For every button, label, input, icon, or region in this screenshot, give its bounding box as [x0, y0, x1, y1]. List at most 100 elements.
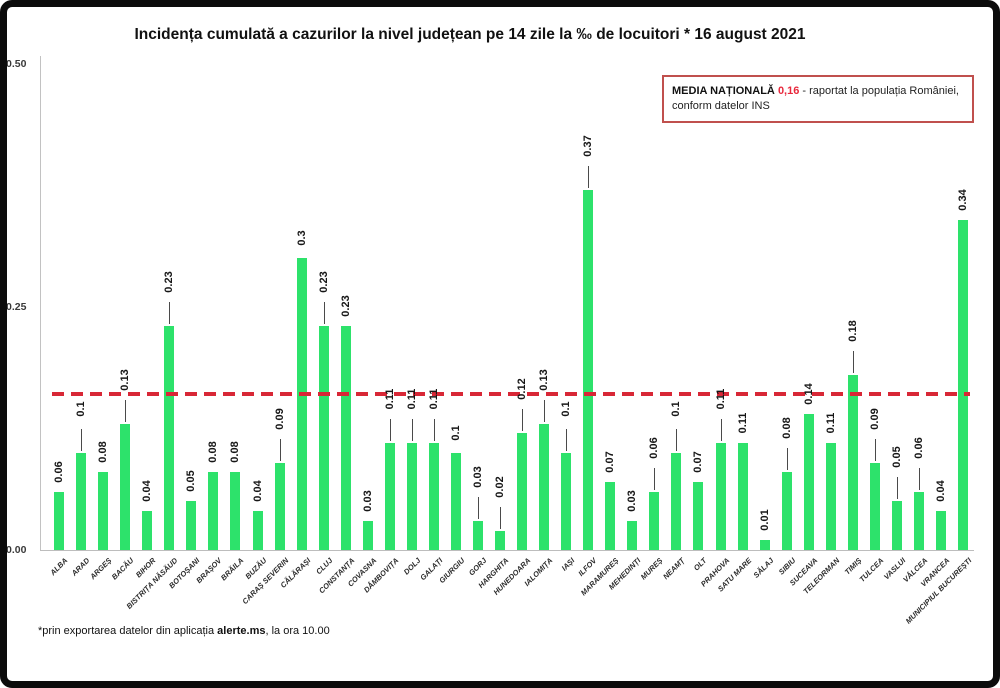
value-label-leader-line [125, 400, 127, 422]
footnote-app-name: alerte.ms [217, 625, 266, 637]
footnote: *prin exportarea datelor din aplicația a… [38, 625, 330, 637]
footnote-suffix: , la ora 10.00 [265, 625, 330, 637]
annotation-value: 0,16 [777, 85, 800, 97]
value-label-leader-line [323, 302, 325, 324]
y-axis-tick-zero: 0.00 [6, 544, 27, 556]
bar [384, 443, 395, 550]
bar-value-label: 0.09 [273, 408, 286, 430]
y-axis-tick-max: 0.50 [6, 58, 27, 70]
national-average-annotation-box: MEDIA NAȚIONALĂ 0,16 - raportat la popul… [662, 75, 974, 123]
bar-value-label: 0.14 [802, 383, 815, 405]
bar-value-label: 0.07 [604, 451, 617, 473]
value-label-leader-line [896, 477, 898, 499]
bar [517, 433, 527, 550]
value-label-leader-line [566, 429, 568, 451]
bar [186, 501, 197, 550]
bar-value-label: 0.06 [53, 461, 65, 483]
bar [428, 443, 439, 550]
bar-value-label: 0.1 [560, 401, 573, 417]
value-label-leader-line [786, 448, 788, 470]
bar [605, 482, 616, 550]
bar [230, 472, 241, 550]
value-label-leader-line [918, 468, 920, 490]
bar-value-label: 0.18 [846, 320, 859, 342]
bar [847, 375, 858, 550]
bar [274, 463, 285, 550]
value-label-leader-line [279, 439, 281, 461]
value-label-leader-line [654, 468, 656, 490]
bar [472, 521, 483, 550]
bar [781, 472, 792, 550]
bar-value-label: 0.01 [758, 509, 771, 531]
value-label-leader-line [544, 400, 546, 422]
bar [495, 531, 505, 550]
bar-value-label: 0.13 [538, 369, 551, 391]
value-label-leader-line [389, 419, 391, 441]
value-label-leader-line [411, 419, 413, 441]
bar [693, 482, 704, 550]
bar-value-label: 0.34 [957, 189, 969, 211]
bar-value-label: 0.08 [207, 441, 220, 463]
bar-value-label: 0.08 [97, 441, 110, 463]
bar [561, 453, 572, 550]
value-label-leader-line [522, 409, 523, 431]
value-label-leader-line [874, 439, 876, 461]
value-label-leader-line [500, 507, 501, 529]
national-average-reference-line [52, 392, 970, 396]
bar-value-label: 0.23 [163, 271, 176, 293]
bar-value-label: 0.03 [361, 490, 374, 512]
value-label-leader-line [588, 166, 590, 188]
bar-value-label: 0.03 [471, 466, 484, 488]
bar-value-label: 0.3 [295, 230, 308, 246]
value-label-leader-line [169, 302, 171, 324]
bar [649, 492, 660, 550]
bar-value-label: 0.03 [626, 490, 639, 512]
value-label-leader-line [852, 351, 854, 373]
bar [539, 424, 550, 550]
bar [318, 326, 329, 550]
bar [935, 511, 946, 550]
chart-title: Incidența cumulată a cazurilor la nivel … [134, 26, 806, 43]
bar-value-label: 0.23 [317, 271, 330, 293]
bar-value-label: 0.07 [692, 451, 705, 473]
bar [803, 414, 814, 550]
y-axis-tick-mid: 0.25 [6, 301, 27, 313]
bar-value-label: 0.04 [141, 480, 154, 502]
bar-value-label: 0.1 [75, 401, 88, 417]
bar-value-label: 0.02 [494, 476, 506, 498]
value-label-leader-line [433, 419, 435, 441]
bar [120, 424, 131, 550]
bar [406, 443, 417, 550]
bar [450, 453, 461, 550]
bar [737, 443, 748, 550]
bar-value-label: 0.08 [229, 441, 242, 463]
bar [340, 326, 351, 550]
x-axis-line [40, 550, 974, 551]
bar-value-label: 0.1 [670, 401, 683, 417]
bar-value-label: 0.11 [824, 412, 837, 434]
value-label-leader-line [720, 419, 722, 441]
footnote-prefix: *prin exportarea datelor din aplicația [38, 625, 218, 637]
value-label-leader-line [676, 429, 678, 451]
bar [208, 472, 219, 550]
bar [362, 521, 373, 550]
bar-value-label: 0.06 [648, 437, 661, 459]
bar-value-label: 0.23 [339, 295, 352, 317]
bar-value-label: 0.05 [185, 470, 198, 492]
bar [54, 492, 64, 550]
bar [891, 501, 902, 550]
bar [142, 511, 153, 550]
bar-value-label: 0.08 [780, 417, 793, 439]
bar-value-label: 0.11 [714, 388, 727, 410]
bar [825, 443, 836, 550]
bar [296, 258, 307, 550]
bar-value-label: 0.11 [383, 388, 396, 410]
bar [715, 443, 726, 550]
y-axis-line [40, 56, 41, 550]
bar-value-label: 0.05 [890, 446, 903, 468]
bar-value-label: 0.37 [582, 135, 595, 157]
annotation-text: - raportat la populația României, confor… [672, 85, 959, 112]
bar-value-label: 0.1 [449, 425, 462, 441]
bar-value-label: 0.04 [934, 480, 947, 502]
